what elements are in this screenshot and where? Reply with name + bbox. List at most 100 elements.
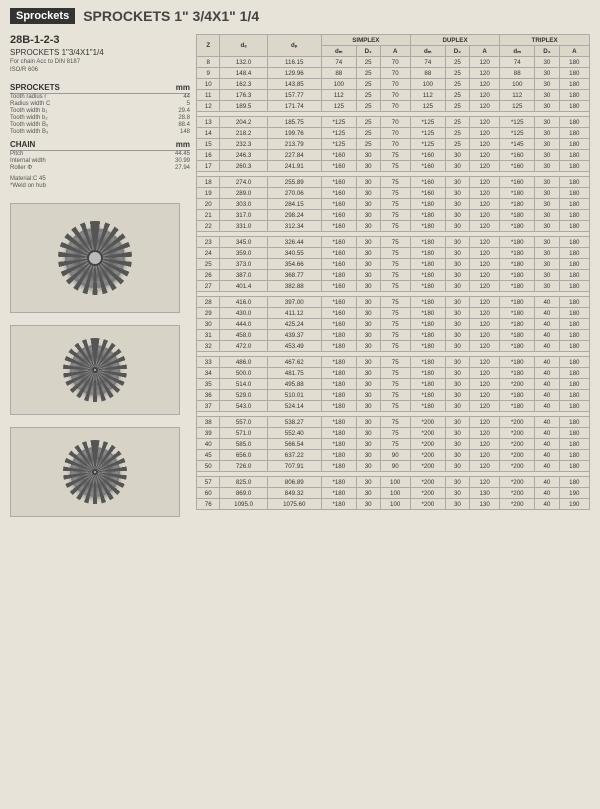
table-cell: 75: [380, 368, 410, 379]
table-cell: 30: [356, 177, 380, 188]
spec-row: Tooth width B₃148: [10, 129, 190, 136]
table-cell: 180: [559, 297, 589, 308]
table-cell: 25: [445, 117, 469, 128]
table-cell: *125: [410, 128, 445, 139]
table-cell: 30: [356, 477, 380, 488]
standards-note: For chain Acc to DIN 8187 ISO/R 606: [10, 59, 190, 75]
table-cell: 25: [356, 68, 380, 79]
table-cell: 30: [535, 237, 559, 248]
table-cell: 70: [380, 79, 410, 90]
table-cell: 180: [559, 150, 589, 161]
table-cell: *180: [321, 439, 356, 450]
table-cell: 387.0: [220, 270, 267, 281]
table-cell: *180: [500, 390, 535, 401]
table-cell: 232.3: [220, 139, 267, 150]
table-cell: 30: [535, 177, 559, 188]
table-cell: *125: [321, 128, 356, 139]
table-cell: 180: [559, 428, 589, 439]
table-cell: 30: [445, 341, 469, 352]
table-cell: *200: [500, 439, 535, 450]
table-cell: 825.0: [220, 477, 267, 488]
table-cell: 849.32: [267, 488, 321, 499]
col-a: A: [469, 46, 499, 57]
table-cell: 317.0: [220, 210, 267, 221]
table-cell: 472.0: [220, 341, 267, 352]
table-cell: 30: [356, 488, 380, 499]
category-badge: Sprockets: [10, 8, 75, 24]
table-row: 35514.0495.88*1803075*18030120*20040180: [197, 379, 590, 390]
note-line: ISO/R 606: [10, 67, 190, 75]
table-cell: 120: [469, 117, 499, 128]
table-cell: *160: [500, 177, 535, 188]
table-cell: 40: [535, 461, 559, 472]
table-cell: 30: [535, 210, 559, 221]
table-row: 24359.0340.55*1603075*18030120*18030180: [197, 248, 590, 259]
unit: mm: [176, 140, 190, 149]
table-cell: 29: [197, 308, 220, 319]
page-header: Sprockets SPROCKETS 1" 3/4X1" 1/4: [10, 8, 590, 24]
table-cell: 125: [410, 101, 445, 112]
mat-line: Material:C 45: [10, 176, 190, 184]
table-cell: 30: [445, 248, 469, 259]
table-cell: *180: [321, 461, 356, 472]
model-number: 28B-1-2-3: [10, 34, 190, 46]
col-d1: D₁: [356, 46, 380, 57]
table-cell: 30: [445, 330, 469, 341]
table-cell: 70: [380, 128, 410, 139]
table-cell: 552.40: [267, 428, 321, 439]
table-cell: 30: [445, 357, 469, 368]
table-cell: 88: [500, 68, 535, 79]
table-cell: 75: [380, 150, 410, 161]
table-cell: 30: [535, 281, 559, 292]
table-cell: 40: [535, 379, 559, 390]
table-cell: *180: [500, 308, 535, 319]
table-cell: 25: [445, 90, 469, 101]
table-cell: 30: [445, 188, 469, 199]
table-cell: 30: [356, 357, 380, 368]
table-cell: 18: [197, 177, 220, 188]
table-cell: 75: [380, 357, 410, 368]
table-cell: *160: [321, 237, 356, 248]
material-note: Material:C 45 *Weld on hub: [10, 176, 190, 192]
table-cell: *180: [321, 357, 356, 368]
table-cell: 30: [535, 128, 559, 139]
table-cell: *180: [321, 488, 356, 499]
table-row: 34500.0481.75*1803075*18030120*18040180: [197, 368, 590, 379]
table-cell: 30: [535, 270, 559, 281]
table-cell: 40: [535, 439, 559, 450]
table-cell: 75: [380, 439, 410, 450]
table-cell: 120: [469, 150, 499, 161]
table-cell: 40: [535, 390, 559, 401]
table-cell: 90: [380, 461, 410, 472]
table-cell: 425.24: [267, 319, 321, 330]
table-cell: 176.3: [220, 90, 267, 101]
table-cell: 120: [469, 259, 499, 270]
table-cell: 180: [559, 259, 589, 270]
sprocket-diagram-duplex: [10, 325, 180, 415]
table-cell: 180: [559, 128, 589, 139]
table-cell: 120: [469, 401, 499, 412]
table-cell: *160: [321, 319, 356, 330]
table-cell: *200: [500, 477, 535, 488]
spec-header: CHAIN: [10, 140, 35, 149]
table-cell: 25: [356, 117, 380, 128]
table-cell: 180: [559, 379, 589, 390]
table-cell: *160: [321, 221, 356, 232]
table-row: 45656.0637.22*1803090*20030120*20040180: [197, 450, 590, 461]
table-cell: 30: [535, 259, 559, 270]
table-cell: 30: [445, 488, 469, 499]
table-row: 17260.3241.91*1603075*16030120*16030180: [197, 161, 590, 172]
col-dm: dₘ: [321, 46, 356, 57]
table-cell: 30: [445, 319, 469, 330]
table-cell: 40: [535, 319, 559, 330]
table-cell: 120: [469, 177, 499, 188]
table-cell: 189.5: [220, 101, 267, 112]
table-cell: 30: [535, 90, 559, 101]
table-cell: 180: [559, 439, 589, 450]
table-cell: 180: [559, 188, 589, 199]
table-cell: 120: [469, 417, 499, 428]
table-cell: *200: [410, 488, 445, 499]
page-title: SPROCKETS 1" 3/4X1" 1/4: [83, 8, 259, 24]
table-cell: *160: [321, 210, 356, 221]
table-cell: 70: [380, 101, 410, 112]
